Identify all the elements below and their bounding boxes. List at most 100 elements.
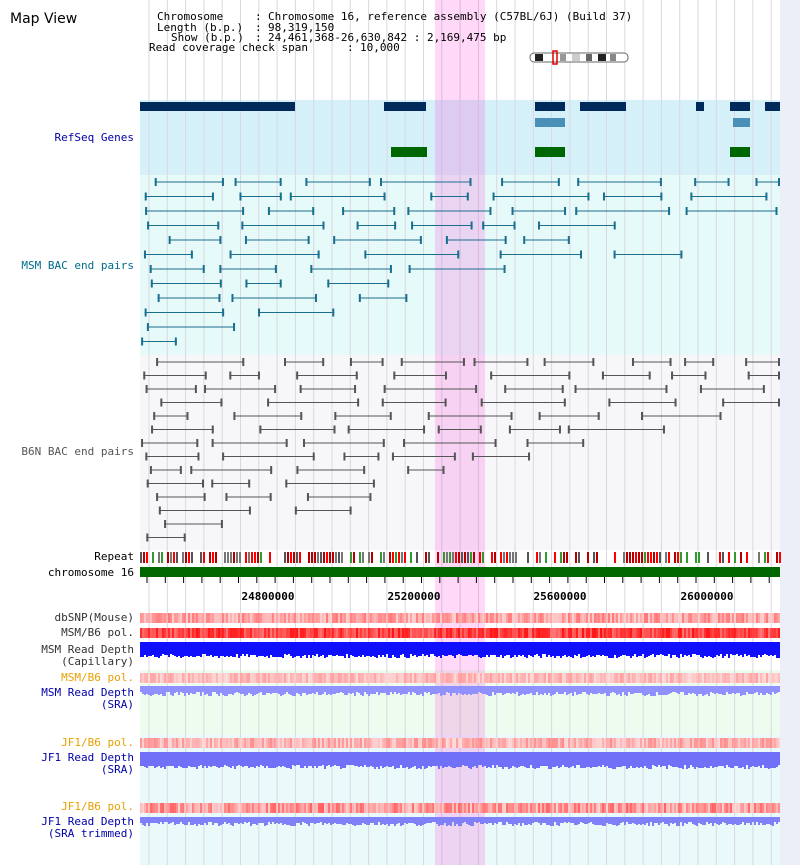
depth-cell xyxy=(566,642,568,657)
gene-feature[interactable] xyxy=(391,147,427,157)
polymorphism-cell xyxy=(624,613,626,623)
polymorphism-cell xyxy=(520,628,522,638)
depth-cell xyxy=(504,642,506,656)
polymorphism-cell xyxy=(778,628,780,638)
depth-cell xyxy=(200,642,202,657)
track-label-dbsnp[interactable]: dbSNP(Mouse) xyxy=(55,611,134,624)
depth-cell xyxy=(274,686,276,693)
polymorphism-cell xyxy=(582,803,584,813)
polymorphism-cell xyxy=(316,738,318,748)
polymorphism-cell xyxy=(620,738,622,748)
polymorphism-cell xyxy=(262,613,264,623)
bac-end-marker xyxy=(217,221,220,230)
polymorphism-cell xyxy=(596,628,598,638)
track-label-refseq[interactable]: RefSeq Genes xyxy=(55,131,134,144)
gene-feature[interactable] xyxy=(730,102,750,111)
polymorphism-cell xyxy=(176,803,178,813)
gene-feature[interactable] xyxy=(140,102,295,111)
depth-cell xyxy=(632,752,634,768)
track-label-jf1-read-depth-sra[interactable]: JF1 Read Depth xyxy=(41,751,134,764)
depth-cell xyxy=(450,817,452,826)
gene-feature[interactable] xyxy=(384,102,426,111)
gene-feature[interactable] xyxy=(535,118,565,127)
refseq-track[interactable] xyxy=(140,102,780,157)
polymorphism-cell xyxy=(584,738,586,748)
depth-cell xyxy=(692,752,694,767)
depth-cell xyxy=(590,817,592,822)
gene-feature[interactable] xyxy=(730,147,750,157)
polymorphism-cell xyxy=(334,628,336,638)
track-label-msm-read-depth-cap[interactable]: MSM Read Depth xyxy=(41,643,134,656)
polymorphism-cell xyxy=(468,628,470,638)
depth-cell xyxy=(248,817,250,822)
polymorphism-cell xyxy=(534,673,536,683)
depth-cell xyxy=(706,752,708,768)
depth-cell xyxy=(638,752,640,768)
polymorphism-cell xyxy=(430,738,432,748)
polymorphism-cell xyxy=(472,673,474,683)
depth-cell xyxy=(200,752,202,765)
chromosome-bar[interactable] xyxy=(140,567,780,577)
depth-cell xyxy=(712,642,714,658)
depth-cell xyxy=(596,642,598,655)
polymorphism-cell xyxy=(538,803,540,813)
bac-end-marker xyxy=(168,236,171,244)
track-label-msm-b6-pol-2[interactable]: MSM/B6 pol. xyxy=(61,671,134,684)
polymorphism-cell xyxy=(582,673,584,683)
msm-bac-track[interactable] xyxy=(141,178,780,346)
gene-feature[interactable] xyxy=(535,147,565,157)
ideogram-position-marker[interactable] xyxy=(552,50,558,65)
track-label-b6n-bac[interactable]: B6N BAC end pairs xyxy=(21,445,134,458)
polymorphism-cell xyxy=(474,803,476,813)
track-label-msm-read-depth-sra[interactable]: MSM Read Depth xyxy=(41,686,134,699)
track-label-jf1-b6-pol[interactable]: JF1/B6 pol. xyxy=(61,736,134,749)
depth-cell xyxy=(692,817,694,824)
bac-end-marker xyxy=(377,452,380,461)
repeat-track[interactable] xyxy=(140,552,781,563)
track-label-jf1-read-depth-trim[interactable]: JF1 Read Depth xyxy=(41,815,134,828)
depth-cell xyxy=(450,752,452,767)
track-label-msm-b6-pol[interactable]: MSM/B6 pol. xyxy=(61,626,134,639)
b6n-bac-track[interactable] xyxy=(141,358,780,542)
polymorphism-cell xyxy=(448,673,450,683)
polymorphism-cell xyxy=(768,673,770,683)
track-label-repeat[interactable]: Repeat xyxy=(94,550,134,563)
depth-cell xyxy=(354,752,356,766)
polymorphism-cell xyxy=(178,613,180,623)
axis-tick-label: 26000000 xyxy=(681,590,734,603)
chromosome-ideogram[interactable] xyxy=(529,50,629,65)
polymorphism-cell xyxy=(508,738,510,748)
depth-cell xyxy=(566,752,568,767)
bac-end-marker xyxy=(322,221,325,230)
depth-cell xyxy=(570,817,572,823)
polymorphism-cell xyxy=(570,613,572,623)
gene-feature[interactable] xyxy=(535,102,565,111)
info-coverage-value: 10,000 xyxy=(360,41,400,54)
gene-feature[interactable] xyxy=(580,102,626,111)
depth-cell xyxy=(664,817,666,824)
polymorphism-cell xyxy=(636,803,638,813)
gene-feature[interactable] xyxy=(733,118,750,127)
bac-end-marker xyxy=(363,466,366,474)
track-label-jf1-b6-pol-2[interactable]: JF1/B6 pol. xyxy=(61,800,134,813)
depth-cell xyxy=(498,642,500,657)
bac-end-marker xyxy=(526,439,529,447)
repeat-element xyxy=(668,552,670,563)
gene-feature[interactable] xyxy=(765,102,780,111)
polymorphism-cell xyxy=(374,673,376,683)
polymorphism-cell xyxy=(164,628,166,638)
polymorphism-cell xyxy=(564,738,566,748)
depth-cell xyxy=(162,817,164,824)
track-label-msm-bac[interactable]: MSM BAC end pairs xyxy=(21,259,134,272)
depth-cell xyxy=(406,752,408,767)
highlight-region[interactable] xyxy=(435,0,485,865)
depth-cell xyxy=(244,752,246,766)
depth-cell xyxy=(750,817,752,825)
bac-end-marker xyxy=(640,412,643,420)
depth-cell xyxy=(682,817,684,826)
depth-cell xyxy=(708,642,710,656)
heat-tracks[interactable] xyxy=(140,613,780,826)
depth-cell xyxy=(174,642,176,656)
depth-cell xyxy=(420,752,422,769)
gene-feature[interactable] xyxy=(696,102,704,111)
